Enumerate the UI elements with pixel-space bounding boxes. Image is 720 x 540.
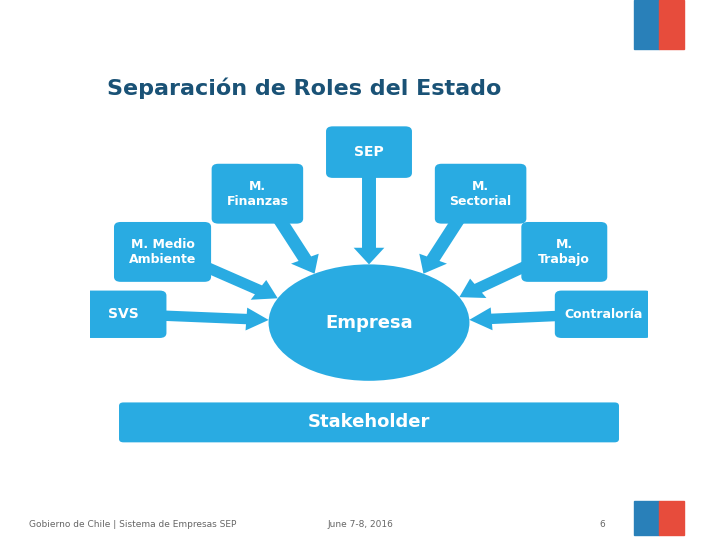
Text: M.
Trabajo: M. Trabajo [539, 238, 590, 266]
Text: SVS: SVS [108, 307, 139, 321]
Text: 6: 6 [599, 520, 605, 529]
FancyArrow shape [459, 261, 532, 298]
FancyBboxPatch shape [555, 291, 652, 338]
Text: SEP: SEP [354, 145, 384, 159]
FancyArrow shape [201, 262, 278, 300]
Ellipse shape [269, 265, 469, 381]
Text: M.
Finanzas: M. Finanzas [226, 180, 289, 208]
Text: M.
Sectorial: M. Sectorial [449, 180, 512, 208]
Text: Empresa: Empresa [325, 314, 413, 332]
FancyBboxPatch shape [114, 222, 211, 282]
FancyArrow shape [159, 308, 269, 330]
Text: Contraloría: Contraloría [564, 308, 642, 321]
FancyBboxPatch shape [119, 402, 619, 442]
Text: M. Medio
Ambiente: M. Medio Ambiente [129, 238, 197, 266]
FancyBboxPatch shape [212, 164, 303, 224]
FancyArrow shape [469, 307, 562, 330]
FancyArrow shape [354, 173, 384, 265]
Text: June 7-8, 2016: June 7-8, 2016 [327, 520, 393, 529]
Text: Stakeholder: Stakeholder [308, 414, 430, 431]
FancyArrow shape [419, 217, 465, 274]
FancyBboxPatch shape [326, 126, 412, 178]
FancyBboxPatch shape [81, 291, 166, 338]
FancyBboxPatch shape [435, 164, 526, 224]
Text: Gobierno de Chile | Sistema de Empresas SEP: Gobierno de Chile | Sistema de Empresas … [29, 520, 236, 529]
Text: Separación de Roles del Estado: Separación de Roles del Estado [107, 77, 501, 99]
FancyArrow shape [273, 217, 319, 274]
FancyBboxPatch shape [521, 222, 607, 282]
